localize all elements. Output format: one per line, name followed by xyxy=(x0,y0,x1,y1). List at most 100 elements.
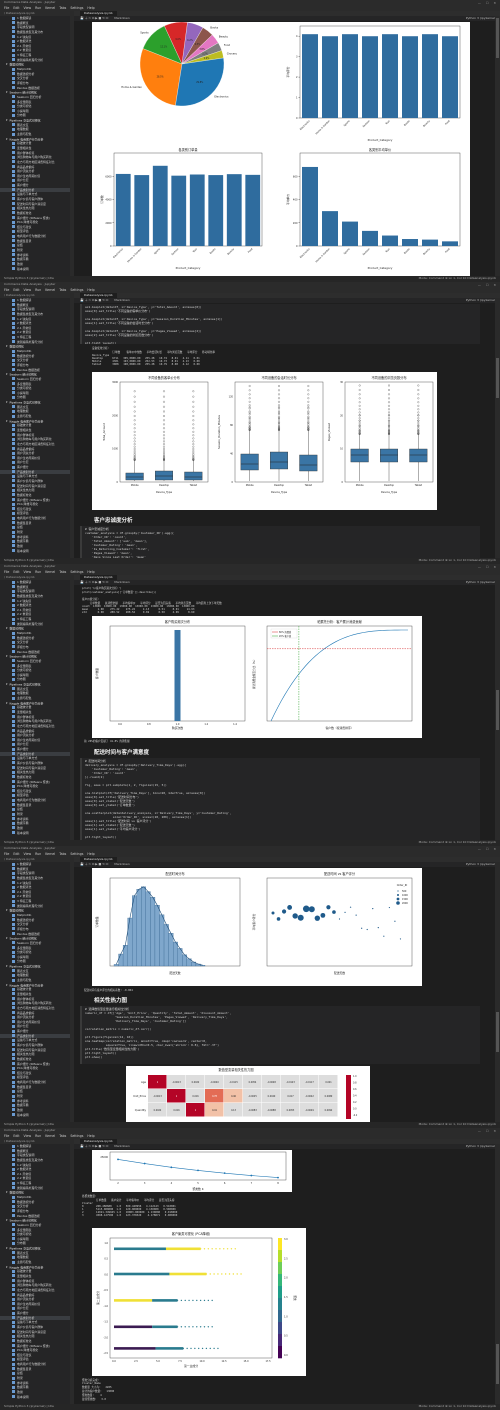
toc-item[interactable]: 1 数据解读 xyxy=(0,580,70,585)
toc-item[interactable]: 客户价值与客户群体 xyxy=(0,197,70,202)
toc-item[interactable]: 附录 xyxy=(0,1376,70,1381)
cell-type-select[interactable]: Markdown xyxy=(114,580,130,584)
toc-item[interactable]: 2.1 异常值 xyxy=(0,326,70,331)
toolbar-icons[interactable]: 💾 ＋ ✂ ⧉ ▶ ■ ↻ ⏭ xyxy=(80,1144,109,1148)
toc-item[interactable]: 字段类型说明 xyxy=(0,307,70,312)
toc-item[interactable]: 数据透视分析 xyxy=(0,918,70,923)
toc-item[interactable]: 用户生命周期价值 xyxy=(0,1302,70,1307)
toc-item[interactable]: 分布图 xyxy=(0,113,70,118)
toc-item[interactable]: 用户分层 xyxy=(0,742,70,747)
toc-item[interactable]: ▾ Kaggle 电商客户行为分析 xyxy=(0,1265,70,1270)
toc-item[interactable]: 设备与下单方式 xyxy=(0,474,70,479)
toc-item[interactable]: 图表交互 xyxy=(0,123,70,128)
menu-item[interactable]: Run xyxy=(35,288,42,292)
toc-item[interactable]: Matplotlib xyxy=(0,349,70,354)
toc-item[interactable]: 2.2 重复值 xyxy=(0,330,70,335)
toc-item[interactable]: 2 数据清洗 xyxy=(0,603,70,608)
toc-item[interactable]: 版本说明 xyxy=(0,549,70,554)
toc-item[interactable]: 数据字典 xyxy=(0,539,70,544)
toolbar-icons[interactable]: 💾 ＋ ✂ ⧉ ▶ ■ ↻ ⏭ xyxy=(80,16,109,20)
toc-item[interactable]: 数据字典 xyxy=(0,821,70,826)
toc-item[interactable]: 多变量图表 xyxy=(0,1228,70,1233)
menu-item[interactable]: Settings xyxy=(70,1134,84,1138)
code-cell[interactable]: # 选择数值型变量进行相关性分析 numeric_df = df[['Age',… xyxy=(80,1006,480,1064)
menu-item[interactable]: View xyxy=(23,288,32,292)
toc-item[interactable]: PCA 降维可视化 xyxy=(0,502,70,507)
toc-item[interactable]: 分类可视化 xyxy=(0,1232,70,1237)
toc-item[interactable]: 附录 xyxy=(0,530,70,535)
menu-item[interactable]: Tabs xyxy=(59,570,67,574)
menu-item[interactable]: Settings xyxy=(70,852,84,856)
toc-item[interactable]: 地理数据 xyxy=(0,127,70,132)
toc-item[interactable]: 基础统计量 xyxy=(0,987,70,992)
toc-item[interactable]: 类别编码处理与分析 xyxy=(0,1186,70,1191)
menu-item[interactable]: View xyxy=(23,570,32,574)
toc-item[interactable]: 数据概览 xyxy=(0,21,70,26)
toc-item[interactable]: 用户群体标签 xyxy=(0,1279,70,1284)
toc-item[interactable]: 配送时间与客户满意度 xyxy=(0,484,70,489)
toc-item[interactable]: 交叉分析 xyxy=(0,640,70,645)
toc-item[interactable]: 地理数据 xyxy=(0,409,70,414)
toc-item[interactable]: 总结 xyxy=(0,525,70,530)
menu-item[interactable]: Help xyxy=(87,6,95,10)
scrollbar[interactable] xyxy=(495,298,500,558)
toc-item[interactable]: 商品品类偏好 xyxy=(0,447,70,452)
toc-item[interactable]: 客户细分 xyxy=(0,747,70,752)
toc-item[interactable]: 数据透视分析 xyxy=(0,636,70,641)
toc-item[interactable]: 多变量图表 xyxy=(0,100,70,105)
toc-item[interactable]: 1.2 缺失值 xyxy=(0,599,70,604)
window-controls[interactable]: — ☐ ✕ xyxy=(477,565,498,569)
menu-item[interactable]: Edit xyxy=(13,6,20,10)
toc-item[interactable]: 数据集目录 xyxy=(0,521,70,526)
toc-item[interactable]: 1.2 缺失值 xyxy=(0,1163,70,1168)
toc-item[interactable]: 配送时间与客户满意度 xyxy=(0,202,70,207)
toc-item[interactable]: 用户群体标签 xyxy=(0,997,70,1002)
scrollbar-thumb[interactable] xyxy=(496,690,499,730)
toc-item[interactable]: Matplotlib xyxy=(0,631,70,636)
toc-item[interactable]: 小提琴图 xyxy=(0,673,70,678)
menu-item[interactable]: Run xyxy=(35,6,42,10)
toc-item[interactable]: 附录 xyxy=(0,248,70,253)
toc-item[interactable]: 2.2 重复值 xyxy=(0,894,70,899)
toc-item[interactable]: 地理数据 xyxy=(0,1255,70,1260)
toc-item[interactable]: 分类可视化 xyxy=(0,668,70,673)
toc-item[interactable]: 商品品类偏好 xyxy=(0,729,70,734)
menu-item[interactable]: View xyxy=(23,6,32,10)
toc-item[interactable]: ▾ 数据可视化 xyxy=(0,908,70,913)
toc-item[interactable]: 分类可视化 xyxy=(0,950,70,955)
toc-item[interactable]: 用户流失分析 xyxy=(0,169,70,174)
toc-item[interactable]: 1 数据解读 xyxy=(0,862,70,867)
menu-item[interactable]: Tabs xyxy=(59,6,67,10)
toc-item[interactable]: 设备与下单方式 xyxy=(0,756,70,761)
toc-item[interactable]: 结论与建议 xyxy=(0,225,70,230)
toc-item[interactable]: 分类可视化 xyxy=(0,104,70,109)
toc-item[interactable]: 模型评估 xyxy=(0,793,70,798)
toc-item[interactable]: 主题与配色 xyxy=(0,696,70,701)
toc-item[interactable]: 附录 xyxy=(0,812,70,817)
toc-item[interactable]: 结论与建议 xyxy=(0,507,70,512)
toc-item[interactable]: 字段类型说明 xyxy=(0,871,70,876)
toc-item[interactable]: 产品类别分析 xyxy=(0,469,70,475)
toc-item[interactable]: ▾ Seaborn 统计可视化 xyxy=(0,1218,70,1223)
toc-item[interactable]: 变量相关性 xyxy=(0,146,70,151)
toc-item[interactable]: 2.2 重复值 xyxy=(0,48,70,53)
toc-item[interactable]: Matplotlib xyxy=(0,67,70,72)
menu-item[interactable]: Kernel xyxy=(45,1134,56,1138)
toc-item[interactable]: 结论与建议 xyxy=(0,1071,70,1076)
toc-item[interactable]: 评级分布 xyxy=(0,645,70,650)
toc-item[interactable]: ▾ Kaggle 电商客户行为分析 xyxy=(0,983,70,988)
toc-item[interactable]: ▾ 数据可视化 xyxy=(0,1190,70,1195)
toc-item[interactable]: 产品类别分析 xyxy=(0,1033,70,1039)
toc-item[interactable]: ▾ Kaggle 电商客户行为分析 xyxy=(0,419,70,424)
toc-item[interactable]: 2.2 重复值 xyxy=(0,612,70,617)
toc-item[interactable]: 地理数据 xyxy=(0,691,70,696)
toc-item[interactable]: 客户细分 xyxy=(0,183,70,188)
window-controls[interactable]: — ☐ ✕ xyxy=(477,847,498,851)
kernel-indicator[interactable]: Python 3 (ipykernel) xyxy=(465,1144,496,1148)
toc-item[interactable]: 数据概览 xyxy=(0,867,70,872)
tab-notebook[interactable]: Dataanalysis.ipynb xyxy=(80,1139,117,1144)
toc-item[interactable]: 设备与下单方式 xyxy=(0,1320,70,1325)
menu-item[interactable]: Kernel xyxy=(45,288,56,292)
toc-item[interactable]: 3 特征工程 xyxy=(0,1181,70,1186)
toc-item[interactable]: 总结 xyxy=(0,243,70,248)
